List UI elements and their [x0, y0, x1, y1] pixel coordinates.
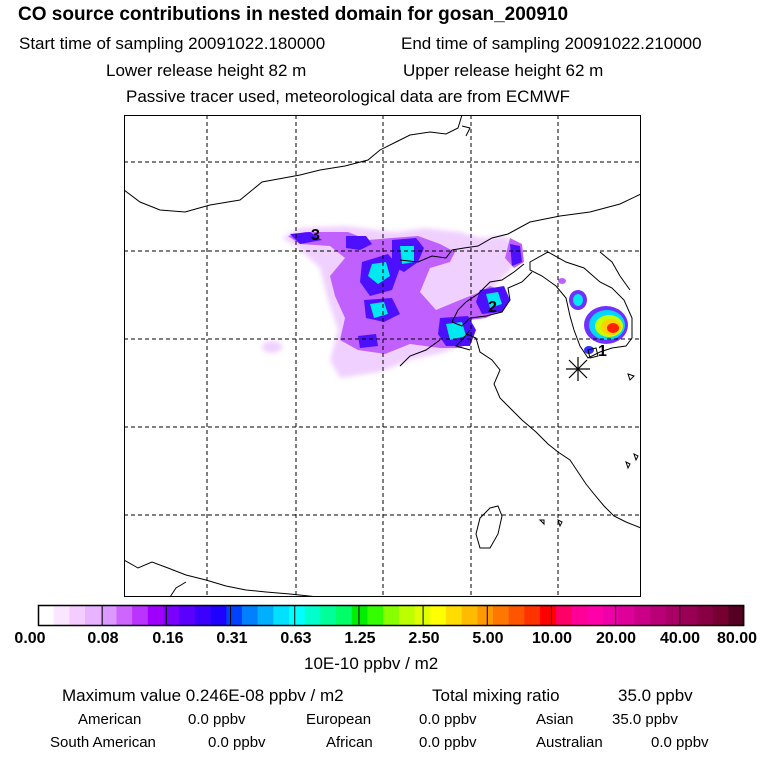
colorbar-tick-label: 2.50: [408, 630, 440, 647]
colorbar-swatch: [712, 605, 729, 626]
colorbar-swatch: [649, 605, 666, 626]
colorbar-tick-label: 0.16: [152, 630, 184, 647]
colorbar-swatch: [100, 605, 117, 626]
colorbar-swatch: [163, 605, 180, 626]
colorbar-swatch: [477, 605, 494, 626]
european-value: 0.0 ppbv: [419, 711, 477, 728]
colorbar-swatch: [524, 605, 541, 626]
australian-value: 0.0 ppbv: [651, 734, 709, 751]
colorbar-swatch: [147, 605, 164, 626]
max-value-label: Maximum value 0.246E-08 ppbv / m2: [62, 686, 344, 705]
colorbar-swatch: [681, 605, 698, 626]
colorbar-swatch: [53, 605, 70, 626]
upper-release-label: Upper release height 62 m: [403, 61, 604, 80]
colorbar-tick-label: 10.00: [531, 630, 573, 647]
colorbar-swatch: [289, 605, 306, 626]
total-mixing-label: Total mixing ratio: [432, 686, 560, 705]
colorbar-swatch: [728, 605, 745, 626]
coastlines: [124, 115, 641, 597]
colorbar-tick-label: 5.00: [472, 630, 504, 647]
colorbar-swatch: [226, 605, 243, 626]
australian-label: Australian: [536, 734, 603, 751]
american-label: American: [78, 711, 142, 728]
chart-title: CO source contributions in nested domain…: [18, 4, 569, 25]
american-value: 0.0 ppbv: [188, 711, 246, 728]
total-mixing-value: 35.0 ppbv: [618, 686, 693, 705]
colorbar-swatch: [132, 605, 149, 626]
colorbar-swatch: [38, 605, 55, 626]
colorbar-swatch: [69, 605, 86, 626]
south-american-value: 0.0 ppbv: [208, 734, 266, 751]
colorbar-swatch: [85, 605, 102, 626]
colorbar-swatch: [273, 605, 290, 626]
colorbar-swatch: [587, 605, 604, 626]
colorbar-tick-label: 1.25: [344, 630, 376, 647]
colorbar-swatch: [351, 605, 368, 626]
african-value: 0.0 ppbv: [419, 734, 477, 751]
map-frame: [124, 115, 641, 597]
colorbar-swatch: [383, 605, 400, 626]
colorbar-swatch: [571, 605, 588, 626]
colorbar-swatch: [241, 605, 259, 626]
colorbar-tick-label: 80.00: [716, 630, 758, 647]
colorbar-swatch: [398, 605, 415, 626]
colorbar-swatch: [461, 605, 478, 626]
colorbar-swatch: [336, 605, 353, 626]
colorbar-swatch: [320, 605, 337, 626]
marker-2: 2: [488, 299, 497, 316]
colorbar-tick-label: 0.31: [216, 630, 248, 647]
colorbar-swatch: [602, 605, 619, 626]
colorbar-swatch: [304, 605, 321, 626]
colorbar-swatch: [430, 605, 447, 626]
colorbar-swatch: [696, 605, 714, 626]
south-american-label: South American: [50, 734, 156, 751]
colorbar-swatch: [179, 605, 196, 626]
marker-1: 1: [598, 343, 607, 360]
colorbar-swatch: [508, 605, 525, 626]
colorbar-swatch: [665, 605, 682, 626]
colorbar-swatch: [634, 605, 651, 626]
colorbar-swatch: [194, 605, 211, 626]
end-time-label: End time of sampling 20091022.210000: [401, 34, 702, 53]
african-label: African: [326, 734, 373, 751]
colorbar-swatch: [618, 605, 635, 626]
colorbar: [37, 604, 745, 627]
asian-label: Asian: [536, 711, 574, 728]
colorbar-swatch: [210, 605, 227, 626]
colorbar-tick-label: 0.00: [14, 630, 46, 647]
colorbar-swatch: [367, 605, 384, 626]
colorbar-swatch: [414, 605, 431, 626]
colorbar-tick-label: 0.08: [87, 630, 119, 647]
colorbar-swatch: [492, 605, 510, 626]
colorbar-unit-label: 10E-10 ppbv / m2: [304, 654, 439, 673]
graticule: [124, 115, 641, 597]
start-time-label: Start time of sampling 20091022.180000: [19, 34, 326, 53]
colorbar-tick-label: 40.00: [659, 630, 701, 647]
colorbar-frame: [37, 604, 745, 627]
tracer-note: Passive tracer used, meteorological data…: [126, 87, 571, 106]
colorbar-tick-label: 0.63: [280, 630, 312, 647]
colorbar-swatch: [540, 605, 557, 626]
colorbar-swatch: [116, 605, 133, 626]
lower-release-label: Lower release height 82 m: [106, 61, 307, 80]
colorbar-swatch: [555, 605, 572, 626]
asian-value: 35.0 ppbv: [612, 711, 678, 728]
receptor-asterisk-icon: [566, 357, 590, 381]
plume-korea: [558, 278, 628, 354]
colorbar-swatch: [445, 605, 462, 626]
european-label: European: [306, 711, 372, 728]
colorbar-tick-label: 20.00: [595, 630, 637, 647]
colorbar-swatch: [257, 605, 274, 626]
marker-3: 3: [311, 227, 320, 244]
